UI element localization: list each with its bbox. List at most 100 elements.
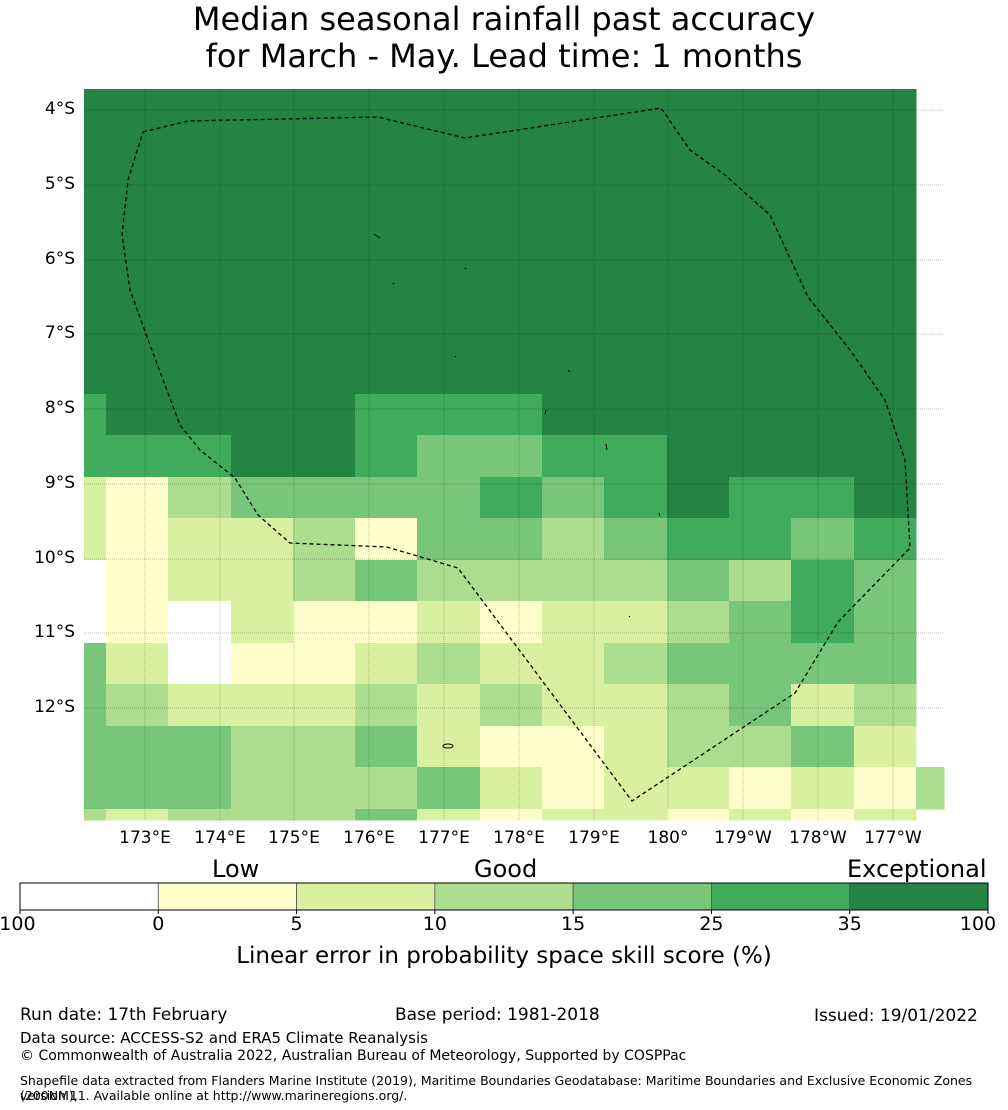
skill-cell <box>168 160 232 211</box>
skill-cell <box>729 210 792 261</box>
colorbar-tick-label: 15 <box>561 913 586 935</box>
skill-cell <box>604 310 668 361</box>
island-mark <box>544 409 547 415</box>
skill-cell <box>168 643 232 685</box>
skill-cell <box>542 394 605 436</box>
skill-cell <box>667 477 730 519</box>
skill-cell <box>791 601 855 644</box>
skill-cell <box>84 767 107 810</box>
skill-cell <box>106 809 169 821</box>
skill-cell <box>84 684 107 727</box>
skill-cell <box>604 643 668 685</box>
skill-cell <box>791 560 855 602</box>
latitude-label: 5°S <box>44 174 75 194</box>
skill-cell <box>480 310 543 361</box>
skill-cell <box>667 601 730 644</box>
skill-cell <box>168 726 232 768</box>
skill-cell <box>791 160 855 211</box>
skill-cell <box>667 394 730 436</box>
skill-cell <box>417 518 481 561</box>
skill-cell <box>791 394 855 436</box>
skill-cell <box>231 435 294 478</box>
colorbar-category-good: Good <box>474 855 538 883</box>
skill-cell <box>729 260 792 311</box>
skill-cell <box>542 809 605 821</box>
skill-cell <box>604 726 668 768</box>
skill-cell <box>355 260 418 311</box>
skill-cell <box>480 560 543 602</box>
skill-cell <box>667 435 730 478</box>
skill-cell <box>480 477 543 519</box>
skill-cell <box>542 360 605 395</box>
skill-cell <box>168 260 232 311</box>
skill-cell <box>729 726 792 768</box>
skill-cell <box>542 560 605 602</box>
skill-cell <box>854 160 917 211</box>
skill-cell <box>729 518 792 561</box>
skill-cell <box>355 518 418 561</box>
skill-cell <box>355 394 418 436</box>
skill-cell <box>667 310 730 361</box>
skill-cell <box>293 560 356 602</box>
skill-cell <box>854 477 917 519</box>
skill-cell <box>417 89 481 161</box>
skill-cell <box>106 89 169 161</box>
skill-cell <box>84 89 107 161</box>
colorbar-tick-label: 10 <box>422 913 447 935</box>
skill-cell <box>293 260 356 311</box>
skill-cell <box>84 726 107 768</box>
skill-cell <box>542 210 605 261</box>
skill-cell <box>231 643 294 685</box>
colorbar-swatch <box>434 882 574 911</box>
island-mark <box>567 369 571 373</box>
island-mark <box>442 743 454 749</box>
skill-cell <box>106 310 169 361</box>
skill-cell <box>84 310 107 361</box>
skill-cell <box>480 160 543 211</box>
island-mark <box>605 443 608 451</box>
colorbar-swatch <box>157 882 297 911</box>
skill-cell <box>667 684 730 727</box>
skill-cell <box>791 89 855 161</box>
skill-cell <box>604 210 668 261</box>
skill-cell <box>729 601 792 644</box>
latitude-label: 9°S <box>44 473 75 493</box>
skill-cell <box>355 643 418 685</box>
skill-cell <box>854 435 917 478</box>
latitude-label: 6°S <box>44 249 75 269</box>
skill-cell <box>355 89 418 161</box>
skill-cell <box>168 518 232 561</box>
skill-cell <box>791 435 855 478</box>
skill-cell <box>84 809 107 821</box>
skill-cell <box>480 809 543 821</box>
skill-cell <box>542 477 605 519</box>
skill-cell <box>480 435 543 478</box>
skill-cell <box>106 518 169 561</box>
skill-cell <box>604 477 668 519</box>
longitude-label: 178°W <box>789 828 847 848</box>
skill-cell <box>106 260 169 311</box>
skill-cell <box>542 684 605 727</box>
skill-cell <box>417 360 481 395</box>
skill-cell <box>106 601 169 644</box>
skill-cell <box>168 560 232 602</box>
skill-cell <box>604 394 668 436</box>
skill-cell <box>231 477 294 519</box>
skill-cell <box>84 435 107 478</box>
skill-cell <box>231 518 294 561</box>
skill-cell <box>729 477 792 519</box>
skill-cell <box>854 726 917 768</box>
skill-cell <box>417 260 481 311</box>
latitude-label: 7°S <box>44 323 75 343</box>
skill-cell <box>729 160 792 211</box>
skill-cell <box>480 394 543 436</box>
latitude-label: 4°S <box>44 99 75 119</box>
skill-cell <box>355 160 418 211</box>
skill-cell <box>417 726 481 768</box>
latitude-label: 12°S <box>34 697 75 717</box>
skill-cell <box>355 726 418 768</box>
skill-cell <box>791 643 855 685</box>
skill-cell <box>355 684 418 727</box>
skill-cell <box>791 360 855 395</box>
island-mark <box>454 355 457 358</box>
